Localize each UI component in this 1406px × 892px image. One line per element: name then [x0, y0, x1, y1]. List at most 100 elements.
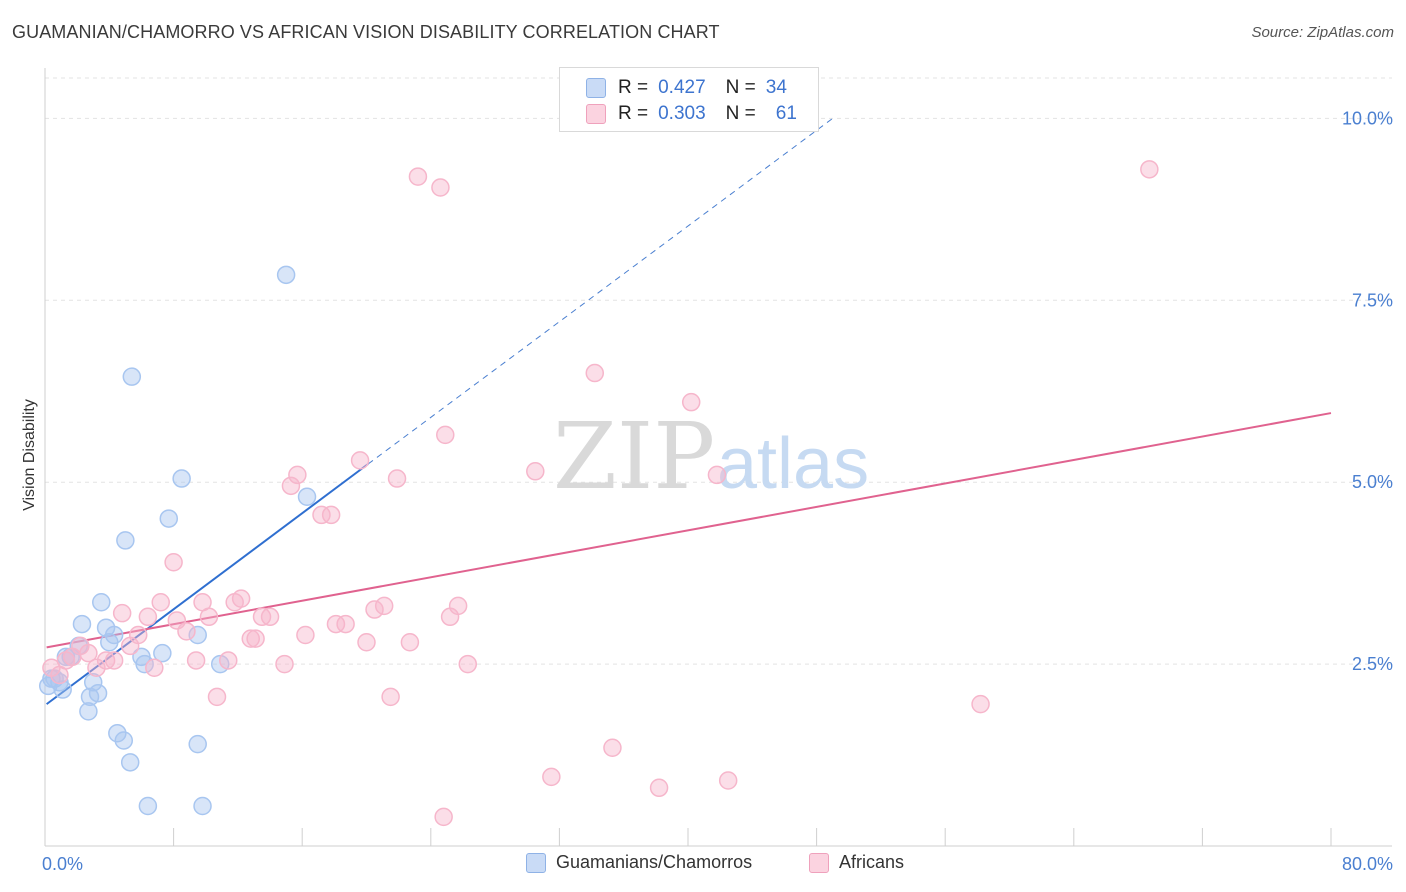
point-guamanian: [104, 625, 124, 645]
point-guamanian: [122, 367, 142, 386]
stats-legend-row-african: R = 0.303 N = 61: [586, 101, 797, 127]
point-african: [199, 607, 219, 627]
point-guamanian: [79, 702, 98, 721]
point-african: [350, 451, 370, 470]
x-tick-label: 0.0%: [42, 854, 83, 874]
point-african: [112, 603, 132, 623]
legend-swatch-guamanian: [586, 78, 606, 98]
n-label: N =: [725, 77, 756, 98]
legend-label-guamanian: Guamanians/Chamorros: [556, 852, 753, 872]
point-african: [246, 629, 265, 648]
r-value: 0.427: [658, 77, 706, 98]
point-african: [1140, 160, 1159, 179]
point-african: [603, 738, 622, 758]
axes: [44, 68, 1392, 847]
r-label: R =: [618, 77, 649, 98]
point-guamanian: [297, 487, 317, 506]
point-african: [707, 465, 727, 485]
point-african: [145, 658, 164, 677]
y-tick-label: 10.0%: [1342, 108, 1393, 128]
point-african: [381, 687, 400, 707]
point-african: [288, 465, 307, 485]
trend-line-guamanian: [46, 463, 369, 705]
point-african: [241, 629, 261, 648]
legend-swatch-african: [809, 852, 829, 873]
point-guamanian: [114, 731, 134, 750]
point-african: [231, 589, 251, 608]
point-african: [448, 596, 468, 616]
legend-item-african[interactable]: Africans: [809, 852, 904, 873]
y-tick-label: 7.5%: [1352, 290, 1393, 310]
gridlines: [45, 77, 1392, 665]
watermark-zip: ZIP: [553, 403, 715, 510]
legend-swatch-guamanian: [526, 852, 546, 873]
point-african: [207, 687, 227, 707]
y-tick-label: 5.0%: [1352, 472, 1393, 492]
point-african: [177, 622, 196, 641]
x-tick-labels: 0.0% 80.0%: [42, 854, 1393, 874]
legend-swatch-african: [586, 104, 606, 124]
legend-item-guamanian[interactable]: Guamanians/Chamorros: [526, 852, 752, 873]
point-guamanian: [53, 680, 72, 699]
point-guamanian: [88, 683, 108, 703]
point-guamanian: [92, 592, 111, 612]
point-guamanian: [188, 734, 207, 754]
data-points: [38, 160, 1159, 827]
legend-label-african: Africans: [839, 852, 905, 872]
source-label: Source: ZipAtlas.com: [1251, 24, 1394, 41]
point-guamanian: [193, 796, 212, 816]
point-african: [164, 552, 183, 572]
point-african: [151, 592, 170, 612]
point-guamanian: [276, 265, 296, 285]
point-african: [326, 614, 346, 634]
point-african: [526, 462, 545, 481]
point-african: [542, 767, 561, 787]
watermark: ZIP atlas: [553, 403, 869, 510]
point-guamanian: [138, 796, 158, 816]
point-african: [649, 778, 669, 798]
x-tick-label: 80.0%: [1342, 854, 1393, 874]
trend-extension-guamanian: [367, 117, 833, 465]
point-african: [434, 807, 453, 827]
point-african: [374, 596, 394, 616]
series-legend: Guamanians/Chamorros Africans: [0, 852, 1406, 878]
point-african: [458, 654, 478, 674]
point-guamanian: [108, 723, 127, 743]
point-guamanian: [120, 753, 140, 772]
point-guamanian: [153, 643, 172, 663]
point-guamanian: [132, 647, 151, 667]
point-african: [260, 607, 280, 627]
r-value: 0.303: [658, 103, 706, 124]
y-tick-label: 2.5%: [1352, 654, 1393, 674]
point-african: [128, 625, 148, 645]
y-tick-labels: 2.5% 5.0% 7.5% 10.0%: [1342, 108, 1393, 674]
point-african: [971, 694, 990, 714]
point-guamanian: [116, 531, 135, 550]
point-african: [296, 625, 315, 645]
point-african: [585, 363, 605, 383]
r-label: R =: [618, 103, 649, 124]
point-african: [400, 633, 420, 652]
point-african: [219, 651, 238, 670]
n-value: 34: [765, 77, 787, 98]
point-guamanian: [83, 673, 103, 692]
point-african: [321, 505, 341, 525]
point-african: [681, 392, 701, 412]
point-african: [186, 651, 206, 670]
point-african: [104, 651, 124, 670]
point-african: [275, 654, 294, 674]
point-african: [365, 600, 384, 619]
point-african: [336, 614, 355, 634]
y-axis-label: Vision Disability: [21, 399, 38, 511]
point-african: [79, 643, 98, 663]
chart-title: GUAMANIAN/CHAMORRO VS AFRICAN VISION DIS…: [12, 22, 720, 42]
point-guamanian: [188, 625, 207, 645]
point-african: [357, 633, 376, 652]
stats-legend-row-guamanian: R = 0.427 N = 34: [586, 75, 787, 101]
point-african: [281, 476, 301, 496]
stats-legend: R = 0.427 N = 34 R = 0.303 N = 61: [559, 67, 819, 132]
point-african: [718, 771, 738, 790]
n-label: N =: [725, 103, 756, 124]
point-african: [408, 167, 428, 186]
